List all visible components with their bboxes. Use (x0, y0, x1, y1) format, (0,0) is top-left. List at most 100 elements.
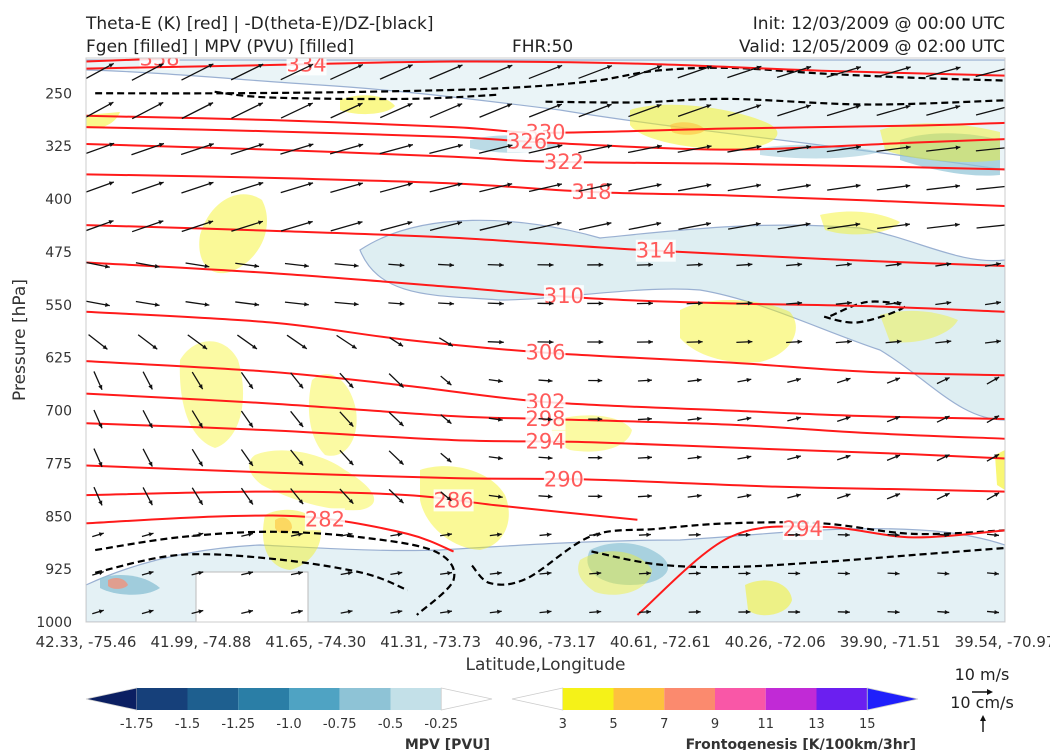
wind-vector (876, 66, 911, 78)
wind-vector (180, 143, 214, 156)
frontogenesis-fill-16 (880, 310, 958, 343)
wind-vector (538, 455, 553, 461)
wind-vector (539, 609, 552, 615)
y-tick-label: 850 (45, 509, 72, 525)
y-tick-label: 925 (45, 562, 72, 578)
fgen-colorbar-swatch (511, 687, 564, 711)
wind-vector (440, 532, 453, 537)
wind-vector (984, 300, 1002, 306)
y-axis-label: Pressure [hPa] (10, 279, 30, 401)
init-time: Init: 12/03/2009 @ 00:00 UTC (752, 14, 1005, 34)
wind-vector (388, 450, 404, 466)
wind-vector (589, 571, 602, 576)
x-tick-label: 40.61, -72.61 (610, 633, 711, 651)
wind-vector (334, 263, 359, 268)
wind-vector (937, 609, 950, 615)
mpv-colorbar-swatch (390, 688, 442, 710)
frontogenesis-fill-8 (199, 194, 267, 274)
wind-vector (539, 571, 552, 576)
theta-e-label-334: 334 (287, 52, 327, 76)
wind-vector (736, 339, 753, 345)
theta-e-label-290: 290 (544, 467, 584, 491)
x-tick-label: 40.96, -73.17 (495, 633, 596, 651)
wind-vector (93, 448, 103, 468)
wind-vector (976, 222, 1005, 229)
wind-vector (280, 182, 314, 194)
wind-vector (885, 339, 902, 344)
ddz-contour-6 (591, 546, 1005, 569)
wind-vector (686, 339, 703, 345)
wind-vector (936, 415, 950, 423)
fgen-colorbar-label: Frontogenesis [K/100km/3hr] (686, 737, 916, 750)
wind-vector (329, 143, 364, 155)
wind-vector (688, 609, 701, 615)
frontogenesis-fill-20 (880, 123, 1000, 162)
wind-vector (290, 410, 304, 428)
wind-vector (187, 334, 208, 350)
wind-vector (478, 64, 513, 80)
wind-vector (489, 571, 502, 576)
wind-vector (440, 491, 452, 502)
wind-vector (135, 262, 160, 269)
wind-vector (142, 487, 153, 506)
wind-vector (388, 373, 404, 388)
wind-vector (235, 262, 260, 269)
wind-vector (290, 570, 303, 576)
wind-vector (986, 376, 1000, 385)
wind-vector (638, 571, 651, 576)
wind-vector (86, 220, 114, 232)
wind-vector (537, 339, 554, 345)
wind-vector (986, 453, 1000, 462)
mpv-fill-1 (86, 59, 1005, 171)
wind-vector (777, 104, 812, 117)
wind-vector (835, 262, 852, 267)
wind-vector (986, 571, 1000, 576)
wind-vector (537, 301, 554, 306)
wind-vector (488, 494, 503, 499)
wind-vector (290, 609, 303, 614)
wind-vector (92, 532, 104, 538)
mpv-colorbar-swatch (238, 688, 289, 710)
wind-vector (429, 64, 463, 80)
frontogenesis-fill-24 (995, 450, 1005, 490)
theta-e-label-282: 282 (305, 507, 345, 531)
wind-vector (786, 262, 803, 267)
theta-e-label-294: 294 (525, 430, 565, 454)
mpv-colorbar-swatch (85, 687, 138, 711)
wind-vector (587, 301, 604, 306)
mpv-colorbar-tick: -0.75 (323, 717, 357, 732)
wind-vector (142, 448, 153, 467)
wind-vector (440, 414, 452, 425)
wind-vector (776, 65, 812, 79)
wind-vector (137, 334, 158, 350)
wind-vector (191, 570, 204, 576)
wind-vector (628, 183, 662, 192)
wind-vector (429, 221, 463, 232)
wind-vector (240, 410, 254, 428)
wind-vector (736, 301, 753, 306)
wind-vector (687, 378, 702, 383)
title-left-1: Theta-E (K) [red] | -D(theta-E)/DZ-[blac… (86, 14, 434, 34)
wind-vector (837, 571, 850, 576)
wind-vector (926, 184, 961, 191)
wind-vector (636, 339, 653, 345)
wind-vector (926, 145, 961, 152)
fgen-colorbar-tick: 7 (660, 717, 668, 732)
ddz-contour-4 (94, 553, 409, 592)
frontogenesis-fill-28 (275, 517, 292, 534)
wind-vector (727, 144, 762, 153)
wind-vector (330, 63, 364, 81)
wind-vector (487, 262, 504, 268)
wind-vector (826, 104, 861, 117)
frontogenesis-fill-9 (179, 341, 244, 448)
wind-vector (637, 493, 652, 499)
wind-vector (489, 609, 502, 614)
wind-vector (488, 455, 503, 461)
wind-vector (479, 182, 513, 193)
wind-vector (330, 220, 363, 232)
wind-vector (440, 609, 453, 614)
wind-vector (330, 182, 363, 193)
wind-vector (330, 102, 363, 119)
fgen-colorbar-swatch (715, 688, 766, 710)
